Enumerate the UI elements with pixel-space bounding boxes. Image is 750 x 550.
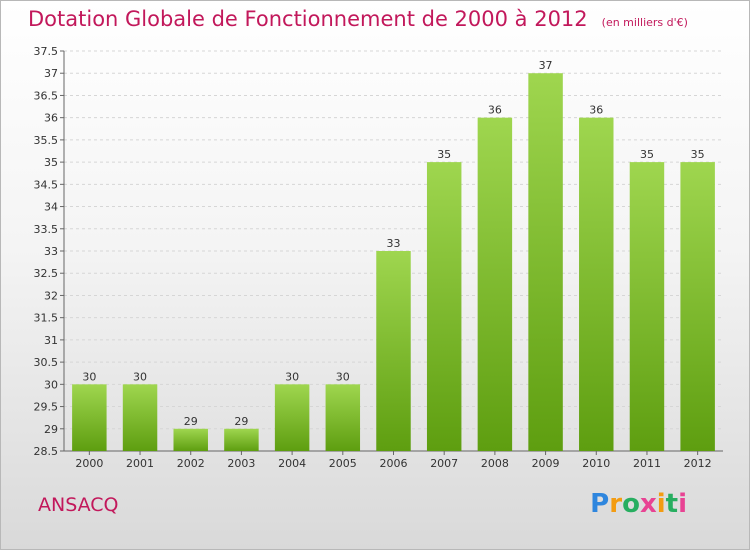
x-tick-label: 2010: [582, 457, 610, 470]
y-tick-label: 37: [44, 67, 58, 80]
logo-letter: r: [609, 489, 623, 519]
logo-letter: x: [639, 489, 657, 519]
value-label: 29: [234, 415, 248, 428]
logo-letter: t: [665, 489, 679, 519]
chart-title: Dotation Globale de Fonctionnement de 20…: [28, 7, 688, 31]
x-tick-label: 2000: [75, 457, 103, 470]
y-tick-label: 31: [44, 334, 58, 347]
y-tick-label: 35: [44, 156, 58, 169]
y-tick-label: 30.5: [34, 356, 59, 369]
logo-letter: o: [622, 489, 640, 519]
y-tick-label: 37.5: [34, 45, 59, 58]
bar: [274, 384, 310, 451]
x-tick-label: 2004: [278, 457, 306, 470]
x-tick-label: 2011: [633, 457, 661, 470]
y-tick-label: 32.5: [34, 267, 59, 280]
logo-letter: i: [678, 489, 687, 519]
chart-subtitle: (en milliers d'€): [601, 16, 688, 29]
bar: [528, 73, 563, 451]
x-tick-label: 2005: [329, 457, 357, 470]
bar: [72, 384, 107, 451]
bar: [477, 117, 513, 452]
value-label: 37: [539, 59, 553, 72]
value-label: 30: [285, 370, 299, 383]
bars: [72, 73, 715, 452]
logo-letter: i: [656, 489, 666, 519]
x-tick-label: 2006: [380, 457, 408, 470]
x-tick-label: 2002: [177, 457, 205, 470]
value-label: 30: [82, 370, 96, 383]
x-tick-label: 2001: [126, 457, 154, 470]
value-label: 33: [387, 237, 401, 250]
bar: [224, 428, 259, 451]
bar: [325, 384, 361, 451]
x-tick-label: 2003: [227, 457, 255, 470]
chart-title-text: Dotation Globale de Fonctionnement de 20…: [28, 7, 588, 31]
y-tick-label: 31.5: [34, 312, 59, 325]
y-tick-label: 33.5: [34, 223, 59, 236]
x-tick-label: 2009: [532, 457, 560, 470]
y-tick-label: 30: [44, 378, 58, 391]
bar: [579, 117, 614, 452]
x-tick-label: 2012: [684, 457, 712, 470]
value-label: 30: [133, 370, 147, 383]
y-tick-label: 29.5: [34, 401, 59, 414]
logo-letter: P: [590, 489, 610, 519]
y-tick-label: 36: [44, 112, 58, 125]
y-tick-label: 28.5: [34, 445, 59, 458]
bar: [173, 428, 208, 451]
y-tick-label: 32: [44, 289, 58, 302]
value-label: 36: [488, 104, 502, 117]
value-label: 35: [640, 148, 654, 161]
bar: [680, 162, 715, 451]
y-tick-label: 33: [44, 245, 58, 258]
x-tick-label: 2007: [430, 457, 458, 470]
bar: [376, 251, 411, 451]
y-tick-label: 29: [44, 423, 58, 436]
y-tick-label: 36.5: [34, 89, 59, 102]
value-label: 35: [691, 148, 705, 161]
proxiti-logo: Proxiti: [590, 489, 687, 519]
y-tick-label: 35.5: [34, 134, 59, 147]
value-labels: 30 30 29 29 30 30 33 35 36 37 36 35 35: [82, 59, 704, 428]
value-label: 35: [437, 148, 451, 161]
value-label: 30: [336, 370, 350, 383]
bar: [426, 162, 462, 451]
commune-name: ANSACQ: [38, 494, 119, 516]
bar: [629, 162, 665, 451]
x-tick-labels: 2000 2001 2002 2003 2004 2005 2006 2007 2008 2009…: [75, 457, 711, 470]
x-tick-label: 2008: [481, 457, 509, 470]
value-label: 36: [589, 104, 603, 117]
value-label: 29: [184, 415, 198, 428]
y-tick-labels: 28.5 29 29.5 30 30.5 31 31.5 32 32.5 33 33.5 34 34.5…: [34, 45, 59, 458]
y-tick-label: 34: [44, 201, 58, 214]
y-tick-label: 34.5: [34, 178, 59, 191]
bar: [122, 384, 158, 451]
